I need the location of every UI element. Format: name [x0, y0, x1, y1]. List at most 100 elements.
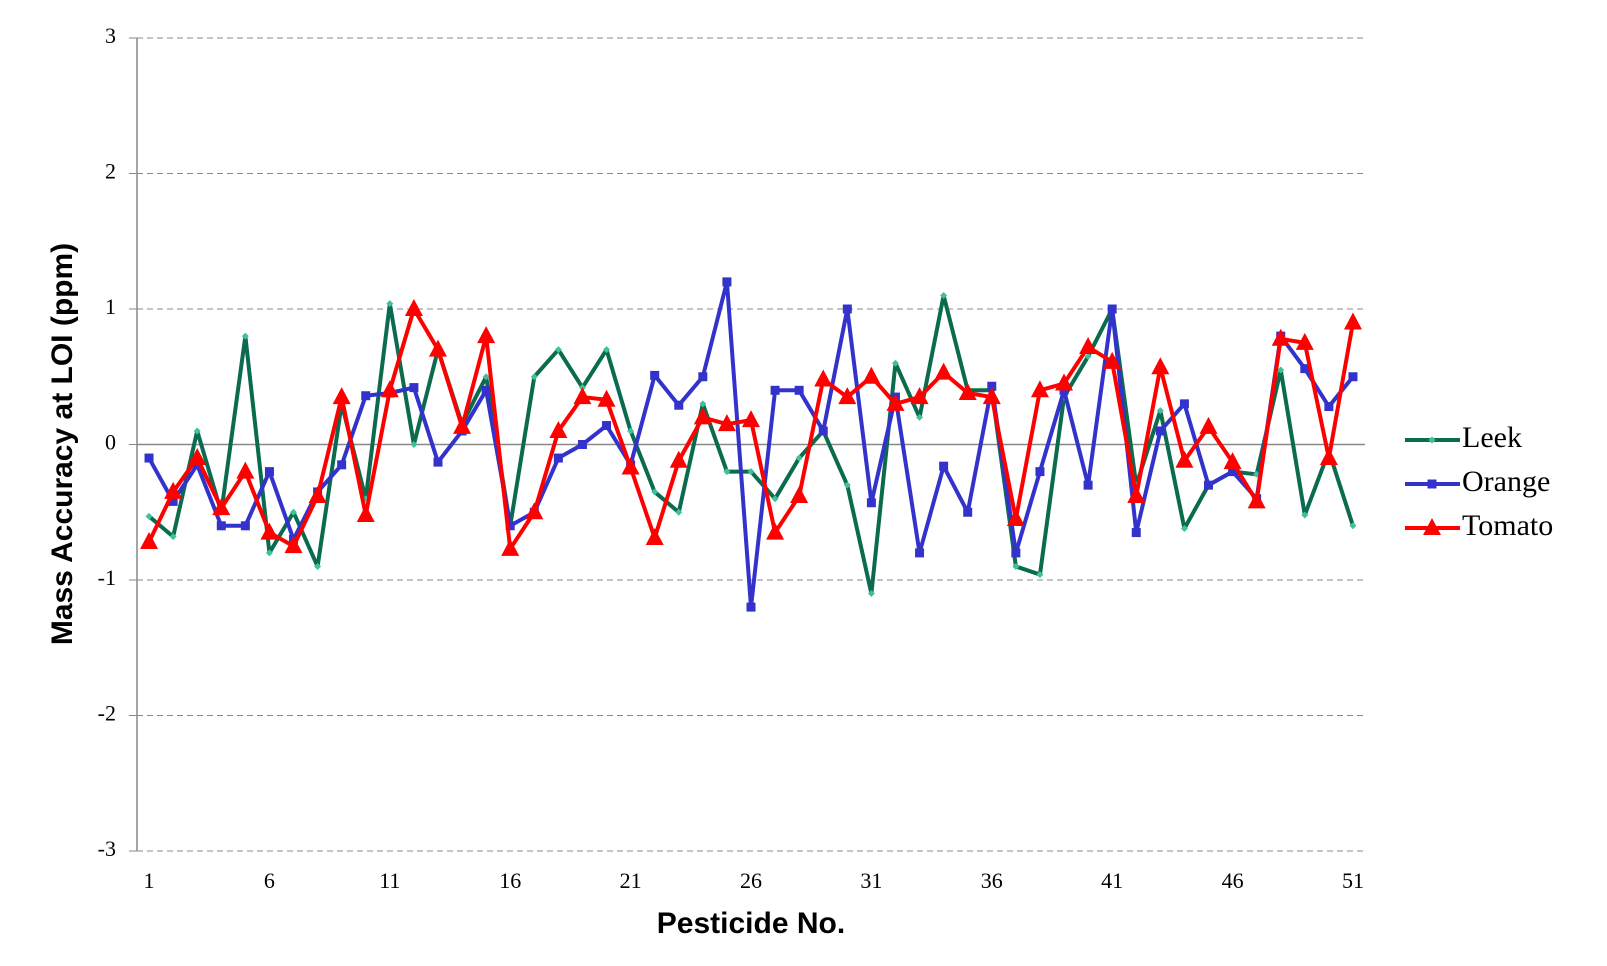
y-axis-title: Mass Accuracy at LOI (ppm): [46, 243, 79, 645]
marker: [838, 387, 857, 405]
marker: [386, 300, 394, 308]
marker: [1301, 511, 1309, 519]
marker: [1349, 522, 1357, 530]
marker: [1271, 328, 1290, 346]
marker: [144, 453, 154, 463]
x-tick-label: 31: [860, 868, 882, 893]
marker: [1423, 518, 1441, 535]
marker: [409, 383, 419, 393]
marker: [1084, 352, 1092, 360]
marker: [915, 548, 925, 558]
marker: [241, 332, 249, 340]
marker: [505, 521, 515, 531]
marker: [380, 380, 399, 398]
marker: [1247, 491, 1266, 509]
marker: [1319, 448, 1338, 466]
marker: [674, 400, 684, 410]
marker: [525, 502, 544, 520]
x-tick-label: 16: [499, 868, 521, 893]
marker: [477, 326, 496, 344]
x-tick-label: 46: [1222, 868, 1244, 893]
marker: [910, 387, 929, 405]
marker: [265, 549, 273, 557]
marker: [771, 495, 779, 503]
marker: [193, 427, 201, 435]
marker: [553, 453, 563, 463]
marker: [645, 527, 664, 545]
marker: [747, 468, 755, 476]
x-tick-label: 26: [740, 868, 762, 893]
marker: [481, 385, 491, 395]
x-tick-label: 51: [1342, 868, 1364, 893]
marker: [549, 420, 568, 438]
marker: [795, 454, 803, 462]
marker: [766, 522, 785, 540]
marker: [1083, 480, 1093, 490]
marker: [1324, 402, 1334, 412]
marker: [770, 385, 780, 395]
marker: [1427, 479, 1437, 489]
marker: [145, 512, 153, 520]
marker: [169, 533, 177, 541]
marker: [866, 498, 876, 508]
marker: [1103, 351, 1122, 369]
legend-label: Tomato: [1462, 509, 1553, 542]
marker: [602, 421, 612, 431]
marker: [314, 562, 322, 570]
x-tick-label: 6: [264, 868, 275, 893]
marker: [746, 602, 756, 612]
marker: [361, 391, 371, 401]
x-tick-label: 41: [1101, 868, 1123, 893]
marker: [916, 413, 924, 421]
marker: [428, 339, 447, 357]
marker: [1127, 485, 1146, 503]
marker: [332, 387, 351, 405]
marker: [573, 387, 592, 405]
marker: [1428, 436, 1436, 444]
marker: [722, 277, 732, 287]
marker: [699, 400, 707, 408]
marker: [621, 457, 640, 475]
marker: [1055, 373, 1074, 391]
x-axis-title: Pesticide No.: [657, 907, 845, 940]
marker: [842, 304, 852, 314]
marker: [1277, 366, 1285, 374]
marker: [164, 481, 183, 499]
marker: [290, 508, 298, 516]
marker: [410, 441, 418, 448]
x-tick-label: 1: [144, 868, 155, 893]
marker: [554, 346, 562, 354]
x-tick-label: 21: [620, 868, 642, 893]
y-tick-label: 1: [105, 294, 116, 319]
marker: [404, 299, 423, 316]
legend-label: Leek: [1462, 421, 1522, 454]
marker: [867, 590, 875, 598]
marker: [934, 362, 953, 380]
marker: [501, 538, 520, 556]
marker: [1300, 364, 1310, 374]
marker: [1151, 357, 1170, 375]
marker: [1035, 467, 1045, 477]
marker: [1175, 450, 1194, 468]
marker: [168, 496, 178, 506]
marker: [790, 485, 809, 503]
marker: [603, 346, 611, 354]
marker: [717, 414, 736, 432]
marker: [236, 461, 255, 479]
marker: [1006, 509, 1025, 527]
marker: [958, 383, 977, 401]
marker: [1199, 416, 1218, 434]
y-tick-label: 0: [105, 430, 116, 455]
marker: [1228, 467, 1238, 477]
marker: [597, 389, 616, 407]
marker: [1343, 312, 1362, 330]
marker: [862, 366, 881, 384]
marker: [843, 481, 851, 489]
marker: [693, 407, 712, 425]
y-tick-label: -2: [98, 701, 116, 726]
x-tick-label: 11: [379, 868, 400, 893]
marker: [818, 426, 828, 436]
marker: [356, 504, 375, 522]
marker: [216, 521, 226, 531]
